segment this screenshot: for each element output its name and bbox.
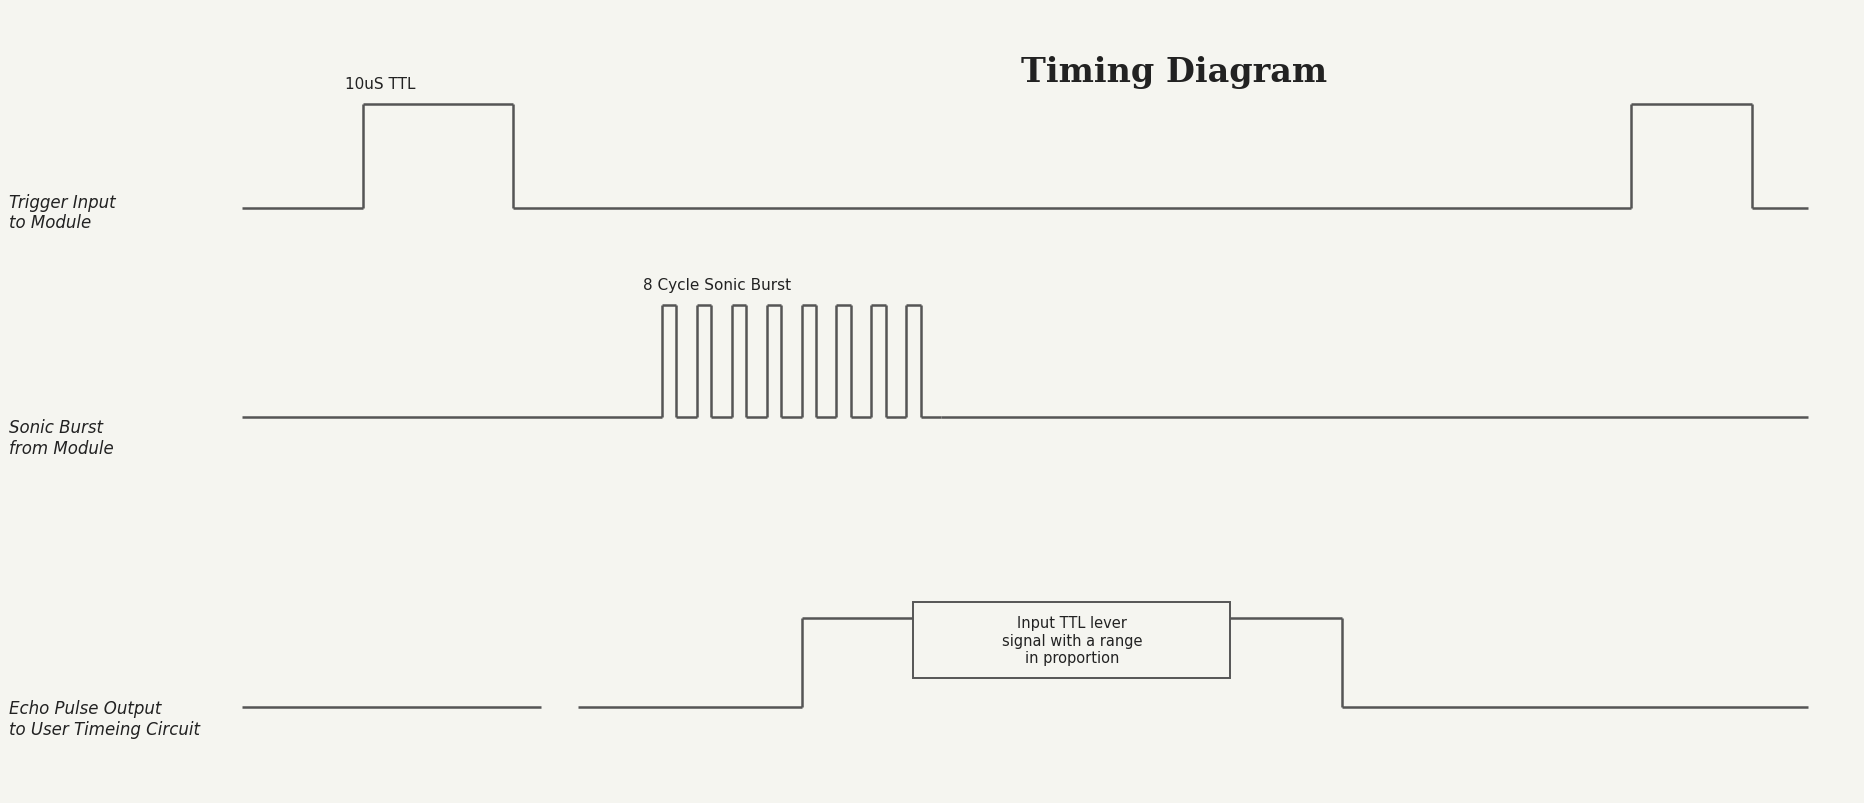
- Text: Timing Diagram: Timing Diagram: [1021, 55, 1327, 89]
- Text: Echo Pulse Output
to User Timeing Circuit: Echo Pulse Output to User Timeing Circui…: [9, 699, 199, 738]
- Text: Sonic Burst
from Module: Sonic Burst from Module: [9, 418, 114, 457]
- Text: 10uS TTL: 10uS TTL: [345, 77, 416, 92]
- FancyBboxPatch shape: [913, 602, 1230, 679]
- Text: Input TTL lever
signal with a range
in proportion: Input TTL lever signal with a range in p…: [1001, 616, 1143, 665]
- Text: 8 Cycle Sonic Burst: 8 Cycle Sonic Burst: [643, 278, 790, 292]
- Text: Trigger Input
to Module: Trigger Input to Module: [9, 194, 116, 232]
